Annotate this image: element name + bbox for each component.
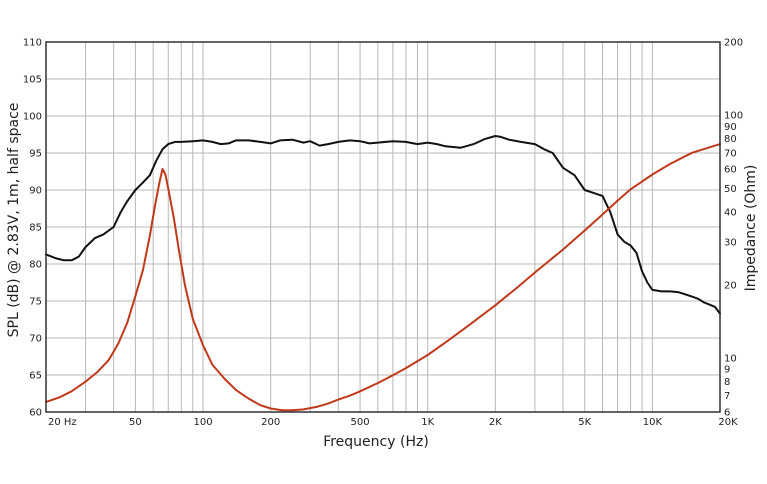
y-gridlines — [46, 78, 720, 376]
y2-tick-label: 60 — [724, 165, 737, 176]
x-tick-label: 200 — [261, 417, 280, 428]
y-tick-label: 75 — [29, 297, 42, 308]
x-tick-labels: 20 Hz 50 100 200 500 1K 2K 5K 10K 20K — [48, 417, 738, 428]
y-tick-label: 105 — [23, 75, 42, 86]
y2-tick-label: 7 — [724, 391, 730, 402]
x-axis-title: Frequency (Hz) — [323, 434, 429, 450]
y-tick-label: 95 — [29, 149, 42, 160]
y-tick-label: 60 — [29, 408, 42, 419]
y2-tick-label: 20 — [724, 280, 737, 291]
y2-tick-label: 80 — [724, 134, 737, 145]
plot-frame — [45, 41, 721, 413]
y2-tick-label: 40 — [724, 207, 737, 218]
y-tick-label: 70 — [29, 334, 42, 345]
y2-tick-label: 9 — [724, 365, 730, 376]
y-tick-label: 100 — [23, 112, 42, 123]
x-tick-label: 20 Hz — [48, 417, 77, 428]
y2-tick-label: 90 — [724, 122, 737, 133]
y-left-axis-title: SPL (dB) @ 2.83V, 1m, half space — [6, 103, 22, 338]
y-tick-label: 65 — [29, 371, 42, 382]
x-tick-label: 50 — [129, 417, 142, 428]
y2-tick-label: 100 — [724, 111, 743, 122]
y2-tick-label: 8 — [724, 377, 730, 388]
y-tick-label: 110 — [23, 38, 42, 49]
x-tick-label: 5K — [578, 417, 591, 428]
x-tick-label: 2K — [489, 417, 502, 428]
y-tick-label: 85 — [29, 223, 42, 234]
series-group — [45, 135, 721, 412]
y2-tick-label: 70 — [724, 148, 737, 159]
y-tick-label: 90 — [29, 186, 42, 197]
x-tick-label: 20K — [718, 417, 738, 428]
y2-tick-label: 10 — [724, 354, 737, 365]
spl-curve — [45, 135, 721, 315]
y-tick-label: 80 — [29, 260, 42, 271]
y2-tick-label: 50 — [724, 184, 737, 195]
x-tick-label: 100 — [193, 417, 212, 428]
x-tick-label: 10K — [643, 417, 663, 428]
y2-tick-label: 200 — [724, 38, 743, 49]
impedance-curve — [45, 143, 721, 412]
y-right-axis-title: Impedance (Ohm) — [743, 165, 759, 292]
x-tick-label: 500 — [351, 417, 370, 428]
y2-tick-label: 6 — [724, 408, 730, 419]
y-left-tick-labels: 60 65 70 75 80 85 90 95 100 105 110 — [23, 38, 42, 419]
y2-tick-label: 30 — [724, 238, 737, 249]
x-tick-label: 1K — [421, 417, 434, 428]
